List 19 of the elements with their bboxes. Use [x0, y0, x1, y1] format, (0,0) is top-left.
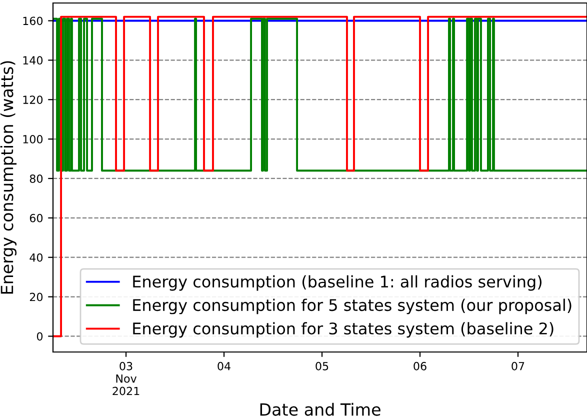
y-axis-title: Energy consumption (watts) [0, 61, 17, 294]
y-tick-label: 80 [30, 174, 43, 183]
y-tick-label: 100 [23, 135, 43, 144]
x-tick-label: 03 Nov 2021 [112, 362, 140, 396]
x-axis-title: Date and Time [260, 402, 380, 416]
legend-label: Energy consumption (baseline 1: all radios serving) [133, 275, 542, 291]
x-tick-label: 07 [512, 362, 524, 370]
legend-label: Energy consumption for 5 states system (our proposal) [133, 298, 572, 314]
y-tick-label: 120 [23, 96, 43, 104]
y-tick-label: 160 [23, 16, 43, 26]
y-tick-label: 140 [23, 56, 43, 65]
x-tick-label: 06 [414, 362, 426, 370]
x-tick-label: 04 [218, 362, 230, 370]
x-tick-label: 05 [316, 362, 328, 370]
legend-label: Energy consumption for 3 states system (baseline 2) [133, 322, 554, 338]
y-tick-label: 60 [30, 214, 43, 222]
y-tick-label: 0 [36, 332, 43, 341]
y-tick-label: 20 [30, 292, 43, 302]
y-tick-label: 40 [30, 253, 43, 262]
